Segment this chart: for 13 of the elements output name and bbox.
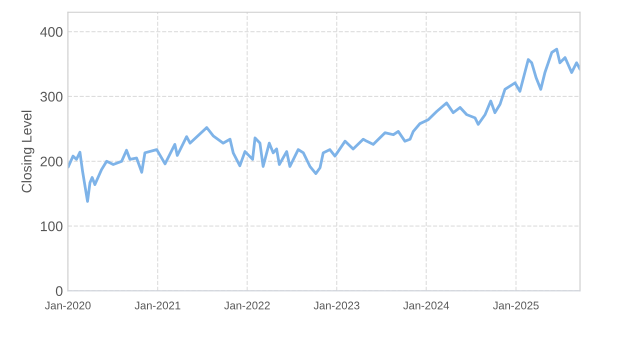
y-tick-label: 400 <box>40 27 63 37</box>
line-series <box>68 48 580 203</box>
x-tick-label: Jan-2020 <box>44 302 91 310</box>
y-tick-label: 100 <box>40 221 63 232</box>
x-tick-label: Jan-2022 <box>224 302 270 310</box>
x-tick-label: Jan-2021 <box>134 302 180 310</box>
x-tick-label: Jan-2024 <box>403 302 450 310</box>
y-axis-title: Closing Level <box>21 110 34 193</box>
y-tick-label: 0 <box>56 286 63 296</box>
y-tick-label: 200 <box>40 156 63 166</box>
x-tick-label: Jan-2025 <box>493 302 539 310</box>
x-tick-label: Jan-2023 <box>314 302 360 310</box>
y-tick-label: 300 <box>40 92 63 102</box>
